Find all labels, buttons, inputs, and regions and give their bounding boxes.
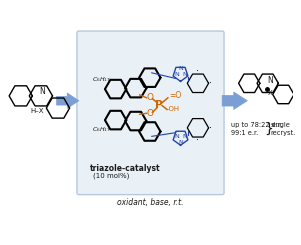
Text: =O: =O xyxy=(169,91,181,100)
Polygon shape xyxy=(57,93,79,109)
Text: X: X xyxy=(268,90,273,96)
Text: ·: · xyxy=(209,78,212,88)
Text: –OH: –OH xyxy=(166,106,180,112)
Text: $C_6H_{17}$: $C_6H_{17}$ xyxy=(92,75,111,84)
Text: N: N xyxy=(178,66,183,71)
Polygon shape xyxy=(222,92,247,110)
Text: H–X: H–X xyxy=(30,108,44,114)
Text: N: N xyxy=(174,134,179,139)
Text: $C_6H_{17}$: $C_6H_{17}$ xyxy=(92,125,111,134)
Text: N: N xyxy=(178,140,183,145)
Text: ·: · xyxy=(209,123,212,133)
Text: oxidant, base, r.t.: oxidant, base, r.t. xyxy=(117,198,184,207)
Text: ·: · xyxy=(197,66,200,76)
Text: 99:1 e.r.: 99:1 e.r. xyxy=(231,130,258,136)
Text: O: O xyxy=(147,93,154,102)
Text: single: single xyxy=(271,122,290,128)
Text: up to 78:22 e.r.: up to 78:22 e.r. xyxy=(231,122,282,128)
Text: (10 mol%): (10 mol%) xyxy=(93,173,130,180)
Text: ·: · xyxy=(197,135,200,146)
Text: N: N xyxy=(182,134,187,139)
Text: P: P xyxy=(155,99,163,110)
Text: N: N xyxy=(182,72,187,77)
Text: triazole-catalyst: triazole-catalyst xyxy=(89,164,160,173)
Text: N: N xyxy=(174,72,179,77)
Text: O: O xyxy=(147,109,154,118)
Text: recryst.: recryst. xyxy=(271,130,296,136)
FancyBboxPatch shape xyxy=(77,31,224,195)
Text: N: N xyxy=(39,87,45,96)
Text: N: N xyxy=(267,76,272,85)
Text: }: } xyxy=(264,122,273,136)
